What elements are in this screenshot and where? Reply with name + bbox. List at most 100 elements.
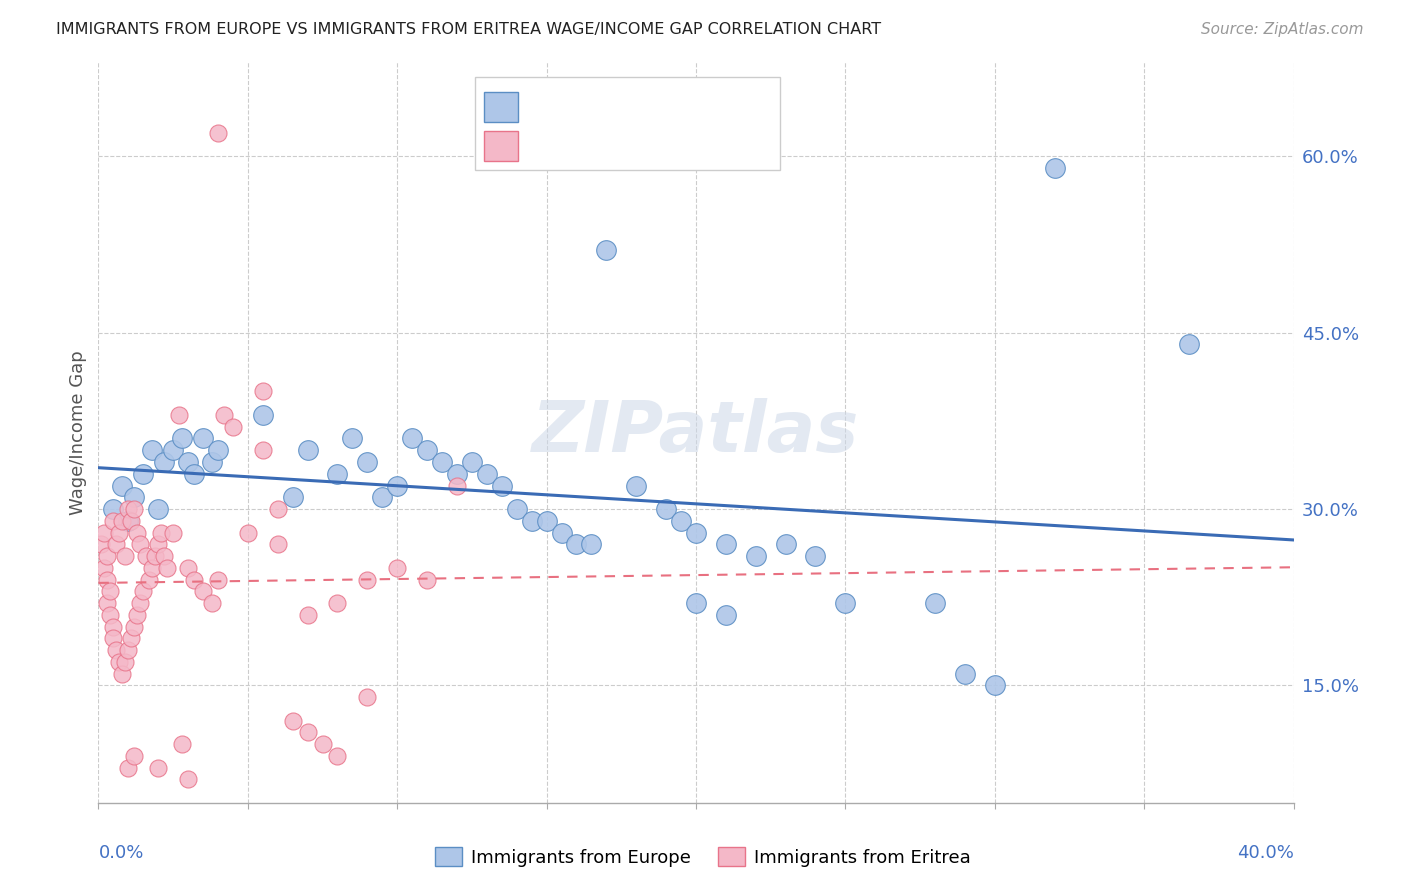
Point (536, 514, 558, 528)
Point (177, 455, 200, 469)
Point (105, 643, 128, 657)
Point (93, 525, 115, 540)
Point (127, 607, 149, 622)
Text: ZIPatlas: ZIPatlas (533, 398, 859, 467)
Point (172, 432, 194, 446)
Point (953, 666, 976, 681)
Point (162, 525, 184, 540)
Y-axis label: Wage/Income Gap: Wage/Income Gap (69, 351, 87, 515)
Point (108, 525, 131, 540)
Text: Source: ZipAtlas.com: Source: ZipAtlas.com (1201, 22, 1364, 37)
Text: R =: R = (527, 135, 567, 153)
Text: 63: 63 (692, 135, 717, 153)
Point (311, 737, 333, 751)
FancyBboxPatch shape (485, 131, 517, 161)
Point (105, 537, 128, 551)
Point (129, 537, 152, 551)
Point (124, 490, 146, 504)
Point (565, 537, 588, 551)
Point (834, 596, 856, 610)
Point (207, 126, 229, 140)
Point (111, 514, 134, 528)
Point (150, 525, 173, 540)
Point (120, 514, 142, 528)
Point (172, 737, 194, 751)
Point (416, 573, 439, 587)
Point (252, 408, 274, 422)
Point (520, 514, 543, 528)
Point (207, 573, 229, 587)
Point (626, 478, 648, 492)
Point (475, 467, 498, 481)
Point (775, 537, 797, 551)
Point (281, 714, 304, 728)
Point (252, 443, 274, 458)
Point (114, 549, 136, 563)
Point (120, 632, 142, 646)
Point (90, 537, 112, 551)
Point (153, 549, 176, 563)
Point (356, 573, 378, 587)
Point (177, 772, 200, 787)
Point (127, 525, 149, 540)
Point (506, 502, 529, 516)
Point (103, 502, 125, 516)
Point (132, 467, 155, 481)
Point (342, 432, 364, 446)
Point (201, 596, 224, 610)
FancyBboxPatch shape (475, 78, 780, 169)
Point (96, 549, 118, 563)
Point (1178, 337, 1201, 351)
Point (156, 561, 179, 575)
Point (685, 596, 707, 610)
Point (385, 561, 409, 575)
Point (153, 455, 176, 469)
Point (984, 678, 1007, 692)
Point (655, 502, 678, 516)
Point (108, 655, 131, 669)
Point (96, 573, 118, 587)
Text: 40.0%: 40.0% (1237, 844, 1294, 862)
Point (356, 690, 378, 704)
Point (685, 525, 707, 540)
Point (117, 643, 139, 657)
Point (550, 525, 572, 540)
Point (356, 455, 378, 469)
Point (183, 573, 205, 587)
Text: IMMIGRANTS FROM EUROPE VS IMMIGRANTS FROM ERITREA WAGE/INCOME GAP CORRELATION CH: IMMIGRANTS FROM EUROPE VS IMMIGRANTS FRO… (56, 22, 882, 37)
Point (141, 561, 163, 575)
FancyBboxPatch shape (485, 92, 517, 121)
Point (297, 443, 319, 458)
Point (326, 748, 349, 763)
Text: 0.0%: 0.0% (98, 844, 143, 862)
Point (714, 537, 737, 551)
Point (297, 607, 319, 622)
Point (98, 584, 122, 599)
Point (461, 455, 484, 469)
Text: 50: 50 (692, 97, 717, 115)
Point (222, 419, 245, 434)
Point (103, 514, 125, 528)
Point (430, 455, 453, 469)
Point (103, 619, 125, 633)
Point (191, 584, 214, 599)
Point (416, 443, 439, 458)
Point (401, 432, 423, 446)
Point (446, 478, 468, 492)
Point (714, 607, 737, 622)
Point (236, 525, 259, 540)
Point (669, 514, 692, 528)
Point (167, 408, 190, 422)
Point (191, 432, 214, 446)
Point (148, 502, 170, 516)
Point (111, 666, 134, 681)
Point (93, 561, 115, 575)
Point (148, 760, 170, 774)
Point (143, 549, 166, 563)
Point (129, 596, 152, 610)
Point (124, 502, 146, 516)
Point (1043, 161, 1066, 176)
Point (267, 502, 290, 516)
Point (135, 549, 157, 563)
Point (581, 537, 603, 551)
